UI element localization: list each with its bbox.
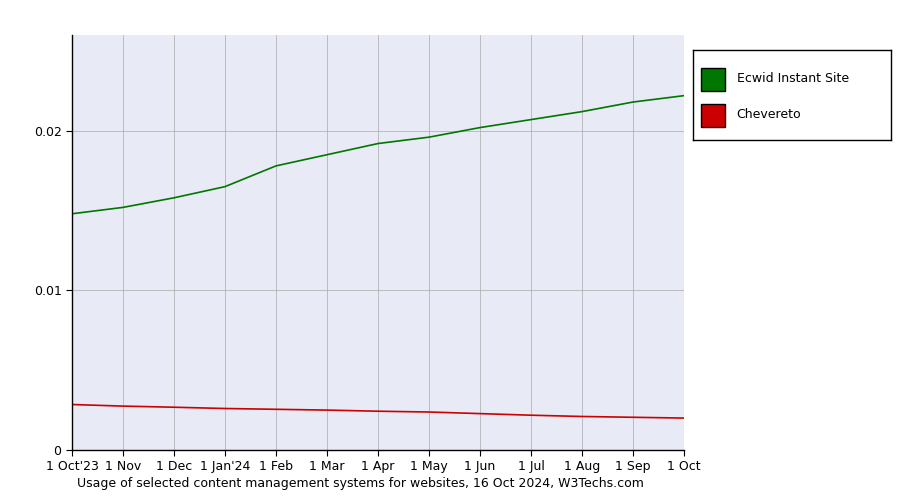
Text: Chevereto: Chevereto (736, 108, 801, 122)
FancyBboxPatch shape (701, 68, 724, 90)
Text: Usage of selected content management systems for websites, 16 Oct 2024, W3Techs.: Usage of selected content management sys… (76, 477, 644, 490)
FancyBboxPatch shape (701, 104, 724, 126)
Text: Ecwid Instant Site: Ecwid Instant Site (736, 72, 849, 86)
